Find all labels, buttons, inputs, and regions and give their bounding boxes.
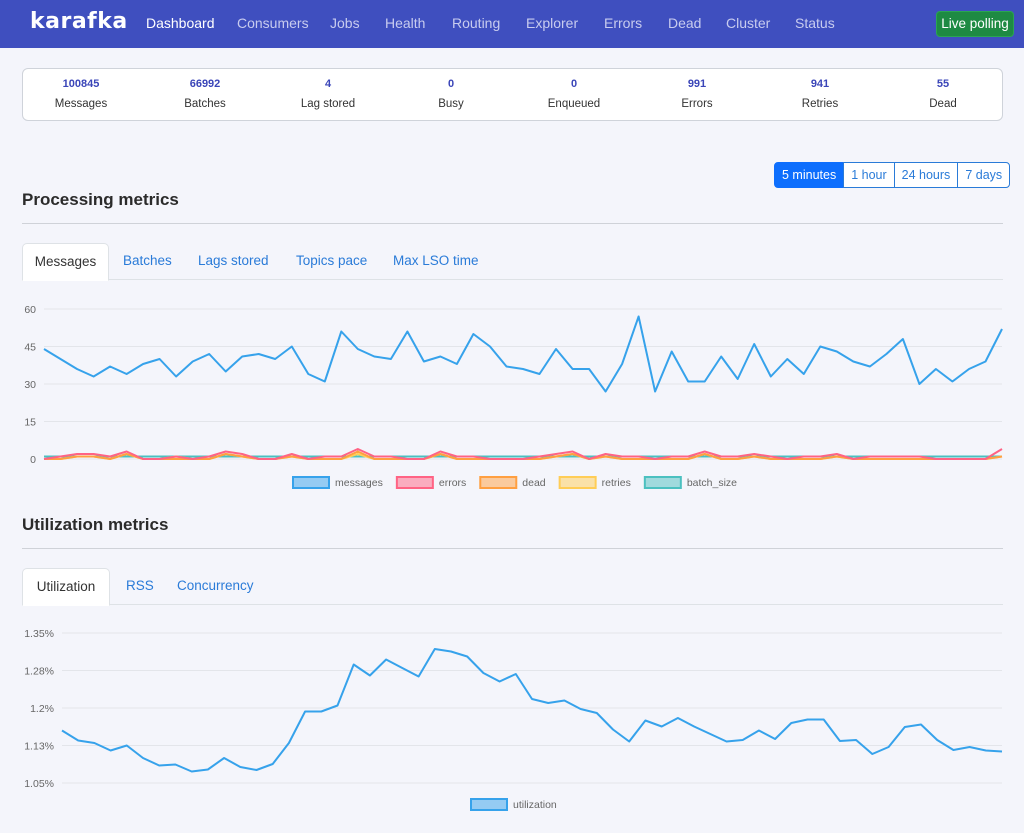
legend-label-messages[interactable]: messages — [335, 477, 383, 489]
chart-legend: utilization — [470, 798, 557, 811]
nav-dashboard[interactable]: Dashboard — [146, 15, 215, 31]
stat-value: 55 — [936, 78, 950, 90]
tab-messages[interactable]: Messages — [22, 243, 109, 281]
tab-topics-pace[interactable]: Topics pace — [296, 253, 368, 268]
series-line-messages — [43, 315, 1003, 393]
nav-cluster[interactable]: Cluster — [726, 15, 771, 31]
stat-label: Lag stored — [300, 98, 356, 110]
stat-label: Enqueued — [547, 98, 601, 110]
range-1-hour[interactable]: 1 hour — [843, 162, 895, 188]
series-line-errors — [43, 448, 1003, 460]
processing-chart: 0 15 30 45 60 messages errors dead retries batch_… — [24, 304, 1003, 489]
legend-swatch-messages[interactable] — [292, 476, 330, 489]
range-24-hours[interactable]: 24 hours — [893, 162, 959, 188]
stat-value: 991 — [687, 78, 707, 90]
stats-summary-card: 100845 Messages 66992 Batches 4 Lag stored 0 Bu… — [22, 68, 1003, 121]
y-tick-label: 0 — [30, 454, 36, 466]
range-7-days[interactable]: 7 days — [957, 162, 1011, 188]
legend-swatch-utilization[interactable] — [470, 798, 508, 811]
tab-rss[interactable]: RSS — [126, 578, 154, 593]
y-tick-label: 1.13% — [24, 741, 54, 753]
stat-label: Errors — [681, 98, 713, 110]
top-navbar: karafka Dashboard Consumers Jobs Health Rout… — [0, 0, 1024, 48]
legend-swatch-batch_size[interactable] — [643, 476, 682, 489]
legend-label-batch_size[interactable]: batch_size — [687, 477, 737, 489]
nav-explorer[interactable]: Explorer — [526, 15, 579, 31]
live-polling-button[interactable]: Live polling — [936, 11, 1014, 37]
utilization-tabs: Utilization RSS Concurrency — [22, 568, 1003, 606]
utilization-metrics-title: Utilization metrics — [22, 515, 169, 534]
legend-swatch-errors[interactable] — [395, 476, 434, 489]
y-tick-label: 1.2% — [30, 703, 54, 715]
processing-metrics-title: Processing metrics — [22, 190, 179, 209]
range-5-minutes[interactable]: 5 minutes — [774, 162, 845, 188]
y-tick-label: 15 — [24, 417, 36, 429]
legend-swatch-retries[interactable] — [558, 476, 597, 489]
brand-logo[interactable]: karafka — [30, 9, 128, 34]
legend-label-utilization[interactable]: utilization — [513, 799, 557, 811]
tab-concurrency[interactable]: Concurrency — [177, 578, 254, 593]
legend-label-errors[interactable]: errors — [439, 477, 466, 489]
y-tick-label: 1.28% — [24, 666, 54, 678]
legend-label-retries[interactable]: retries — [602, 477, 631, 489]
tab-max-lso-time[interactable]: Max LSO time — [393, 253, 479, 268]
y-tick-label: 1.35% — [24, 628, 54, 640]
stat-label: Messages — [54, 98, 108, 110]
legend-swatch-dead[interactable] — [479, 476, 518, 489]
chart-legend: messages errors dead retries batch_size — [292, 476, 737, 489]
stat-value: 66992 — [189, 78, 221, 90]
legend-label-dead[interactable]: dead — [522, 477, 546, 489]
nav-routing[interactable]: Routing — [452, 15, 501, 31]
y-tick-label: 30 — [24, 379, 36, 391]
utilization-chart: 1.05% 1.13% 1.2% 1.28% 1.35% utilization — [24, 628, 1003, 811]
processing-divider — [22, 223, 1003, 224]
stat-label: Batches — [184, 98, 226, 110]
stat-label: Retries — [801, 98, 839, 110]
stat-label: Dead — [929, 98, 957, 110]
nav-errors[interactable]: Errors — [604, 15, 643, 31]
tab-lags-stored[interactable]: Lags stored — [198, 253, 269, 268]
tab-batches[interactable]: Batches — [123, 253, 172, 268]
y-tick-label: 60 — [24, 304, 36, 316]
stat-value: 100845 — [62, 78, 100, 90]
stat-value: 4 — [324, 78, 332, 90]
stat-value: 941 — [810, 78, 830, 90]
nav-status[interactable]: Status — [795, 15, 835, 31]
nav-health[interactable]: Health — [385, 15, 426, 31]
utilization-divider — [22, 548, 1003, 549]
y-tick-label: 45 — [24, 342, 36, 354]
tab-utilization[interactable]: Utilization — [22, 568, 110, 606]
nav-consumers[interactable]: Consumers — [237, 15, 309, 31]
stat-value: 0 — [570, 78, 578, 90]
time-range-selector: 5 minutes 1 hour 24 hours 7 days — [774, 162, 1011, 188]
nav-jobs[interactable]: Jobs — [330, 15, 360, 31]
nav-dead[interactable]: Dead — [668, 15, 702, 31]
stat-label: Busy — [438, 98, 464, 110]
series-line-utilization — [61, 648, 1003, 773]
y-tick-label: 1.05% — [24, 778, 54, 790]
stat-value: 0 — [447, 78, 455, 90]
processing-tabs: Messages Batches Lags stored Topics pace Max… — [22, 243, 1003, 281]
